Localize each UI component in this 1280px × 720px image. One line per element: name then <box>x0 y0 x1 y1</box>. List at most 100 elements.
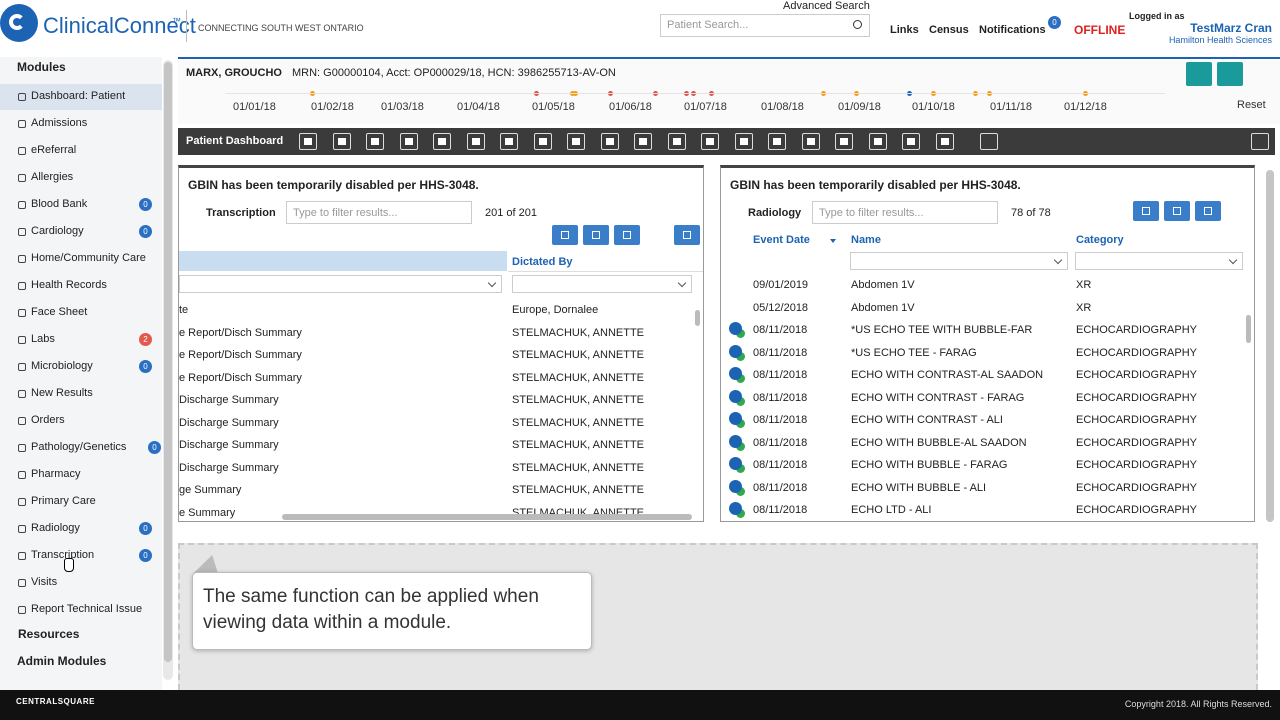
timeline-date[interactable]: 01/11/18 <box>990 101 1033 113</box>
toolbar-icon[interactable] <box>980 133 998 150</box>
cell-date[interactable]: 09/01/2019 <box>753 279 809 291</box>
toolbar-icon[interactable] <box>567 133 585 150</box>
menu-item[interactable]: eReferral <box>31 144 77 156</box>
menu-item[interactable]: Home/Community Care <box>31 252 146 264</box>
timeline-date[interactable]: 01/06/18 <box>609 101 652 113</box>
toolbar-icon[interactable] <box>734 133 753 150</box>
cell-description[interactable]: Discharge Summary <box>179 461 279 474</box>
cell-description[interactable]: e Summary <box>179 506 236 519</box>
user-name[interactable]: TestMarz Cran <box>1190 21 1272 35</box>
search-icon[interactable] <box>853 20 862 29</box>
toolbar-icon[interactable] <box>868 133 887 150</box>
toolbar-icon[interactable] <box>533 133 552 150</box>
timeline-date[interactable]: 01/12/18 <box>1064 101 1107 113</box>
patient-search[interactable] <box>660 14 870 37</box>
timeline-date[interactable]: 01/03/18 <box>381 101 424 113</box>
cell-dictated-by[interactable]: STELMACHUK, ANNETTE <box>512 439 645 451</box>
filter-input[interactable]: Type to filter results... <box>812 201 998 224</box>
cell-name[interactable]: Abdomen 1V <box>851 279 915 291</box>
cell-description[interactable]: e Report/Disch Summary <box>179 326 302 339</box>
row-icon[interactable] <box>729 322 742 335</box>
cell-dictated-by[interactable]: STELMACHUK, ANNETTE <box>512 394 645 406</box>
menu-item[interactable]: Report Technical Issue <box>31 603 143 615</box>
cell-name[interactable]: ECHO LTD - ALI <box>851 504 932 516</box>
column-title[interactable]: Event Date <box>753 234 810 246</box>
menu-item[interactable]: Primary Care <box>31 495 96 507</box>
cell-name[interactable]: *US ECHO TEE WITH BUBBLE-FAR <box>851 324 1033 336</box>
cell-category[interactable]: ECHOCARDIOGRAPHY <box>1076 459 1198 471</box>
resources[interactable]: Resources <box>18 627 80 641</box>
menu-item[interactable]: Face Sheet <box>31 306 88 318</box>
toolbar-icon[interactable] <box>600 133 619 150</box>
menu-item[interactable]: Admissions <box>31 117 88 129</box>
toolbar-icon[interactable] <box>366 133 384 150</box>
cell-date[interactable]: 08/11/2018 <box>753 481 808 494</box>
column-filter[interactable] <box>512 275 692 293</box>
print-button[interactable] <box>1195 201 1221 221</box>
cell-dictated-by[interactable]: STELMACHUK, ANNETTE <box>512 371 645 384</box>
toolbar-icon[interactable] <box>433 133 451 150</box>
cell-date[interactable]: 08/11/2018 <box>753 504 808 516</box>
toolbar-icon[interactable] <box>701 133 719 150</box>
settings-button[interactable] <box>583 225 609 245</box>
timeline-date[interactable]: 01/01/18 <box>233 101 276 113</box>
timeline-date[interactable]: 01/04/18 <box>457 101 500 113</box>
modules-title[interactable]: Modules <box>17 60 66 74</box>
menu-item[interactable]: Transcription <box>31 549 95 561</box>
cell-date[interactable]: 08/11/2018 <box>753 414 808 426</box>
timeline-date[interactable]: 01/07/18 <box>684 101 727 113</box>
cell-name[interactable]: ECHO WITH CONTRAST - FARAG <box>851 391 1025 404</box>
cell-category[interactable]: ECHOCARDIOGRAPHY <box>1076 436 1198 449</box>
cell-category[interactable]: ECHOCARDIOGRAPHY <box>1076 369 1198 381</box>
row-icon[interactable] <box>729 434 742 448</box>
cell-dictated-by[interactable]: STELMACHUK, ANNETTE <box>512 416 645 429</box>
filter-button[interactable] <box>552 225 578 245</box>
nav-link[interactable]: Links <box>890 24 919 36</box>
nav-link[interactable]: Census <box>929 24 969 36</box>
toolbar-icon[interactable] <box>466 133 485 150</box>
menu-item[interactable]: Orders <box>31 414 65 426</box>
column-title[interactable]: Dictated By <box>512 256 573 268</box>
toolbar-icon[interactable] <box>801 133 820 150</box>
toolbar-icon[interactable] <box>902 133 920 150</box>
settings-button[interactable] <box>1164 201 1190 221</box>
cell-description[interactable]: Discharge Summary <box>179 439 279 451</box>
menu-item[interactable]: Allergies <box>31 171 74 183</box>
cell-category[interactable]: ECHOCARDIOGRAPHY <box>1076 324 1198 336</box>
reset[interactable]: Reset <box>1237 99 1266 111</box>
toolbar-icon[interactable] <box>1251 133 1269 150</box>
menu-item[interactable]: Health Records <box>31 279 107 291</box>
cell-description[interactable]: Discharge Summary <box>179 416 279 429</box>
timeline-date[interactable]: 01/10/18 <box>912 101 955 113</box>
cell-dictated-by[interactable]: STELMACHUK, ANNETTE <box>512 326 645 339</box>
column-title[interactable]: Category <box>1076 234 1124 246</box>
column-title[interactable]: Name <box>851 234 881 246</box>
cell-description[interactable]: te <box>179 304 189 316</box>
cell-name[interactable]: ECHO WITH CONTRAST - ALI <box>851 414 1003 426</box>
timeline-date[interactable]: 01/05/18 <box>532 101 575 113</box>
cell-date[interactable]: 08/11/2018 <box>753 436 808 449</box>
cell-description[interactable]: ge Summary <box>179 484 242 496</box>
print-button[interactable] <box>614 225 640 245</box>
cell-name[interactable]: ECHO WITH BUBBLE - ALI <box>851 481 987 494</box>
cell-description[interactable]: e Report/Disch Summary <box>179 371 302 384</box>
menu-item[interactable]: Dashboard: Patient <box>31 90 126 102</box>
menu-item[interactable]: Microbiology <box>31 360 93 372</box>
toolbar-icon[interactable] <box>768 133 786 150</box>
toolbar-icon[interactable] <box>935 133 954 150</box>
toolbar-icon[interactable] <box>299 133 317 150</box>
action-button[interactable] <box>1217 62 1243 86</box>
cell-category[interactable]: XR <box>1076 279 1092 291</box>
row-icon[interactable] <box>729 389 742 403</box>
toolbar-icon[interactable] <box>835 133 853 150</box>
cell-date[interactable]: 08/11/2018 <box>753 391 808 404</box>
row-icon[interactable] <box>729 479 742 493</box>
cell-category[interactable]: ECHOCARDIOGRAPHY <box>1076 504 1198 516</box>
cell-description[interactable]: Discharge Summary <box>179 394 279 406</box>
toolbar-icon[interactable] <box>667 133 686 150</box>
cell-date[interactable]: 08/11/2018 <box>753 346 808 359</box>
admin-modules[interactable]: Admin Modules <box>17 654 107 668</box>
column-filter[interactable] <box>1075 252 1243 270</box>
menu-item[interactable]: New Results <box>31 387 93 399</box>
cell-name[interactable]: *US ECHO TEE - FARAG <box>851 346 977 359</box>
